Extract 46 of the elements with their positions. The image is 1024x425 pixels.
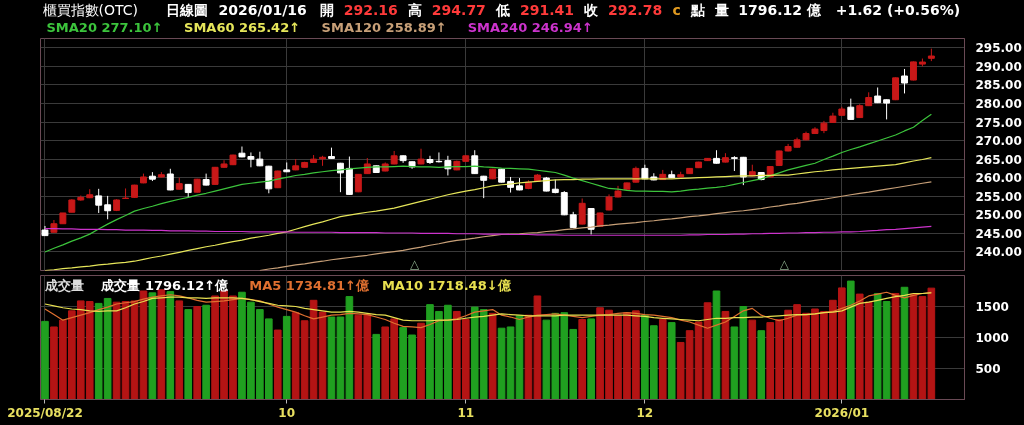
y-tick-label: 500 [975, 362, 1001, 376]
chart-title: 成交量 [43, 278, 84, 293]
text: 292.16 [343, 1, 398, 18]
text: 291.41 [519, 1, 575, 18]
x-tick-label: 11 [457, 405, 475, 420]
series-label: MA5 1734.81↑億 [249, 278, 370, 293]
text: 點 [689, 1, 705, 18]
y-tick-label: 250.00 [975, 208, 1022, 223]
text: 294.77 [431, 1, 486, 18]
y-tick-label: 295.00 [975, 41, 1022, 56]
text: 日線圖 [165, 1, 208, 18]
text: 收 [584, 1, 600, 18]
y-tick-label: 265.00 [975, 152, 1022, 167]
text: SMA240 246.94↑ [467, 20, 593, 35]
chart-title: 櫃買指數(OTC) [42, 1, 138, 18]
y-tick-label: 260.00 [975, 171, 1022, 186]
text: 2026/01/16 [218, 1, 307, 18]
x-tick-label: 2026/01 [814, 405, 870, 420]
y-tick-label: 240.00 [975, 245, 1022, 260]
text: c [672, 1, 681, 18]
text: 低 [495, 1, 511, 18]
x-tick-label: 2025/08/22 [7, 405, 83, 420]
text: 開 [320, 1, 334, 18]
annotation: △ [410, 256, 421, 271]
annotation: △ [779, 256, 790, 271]
y-tick-label: 275.00 [975, 115, 1022, 130]
text: 292.78 [608, 1, 663, 18]
series-label: MA10 1718.48↓億 [381, 278, 512, 293]
text: SMA120 258.89↑ [321, 20, 447, 35]
y-tick-label: 285.00 [975, 78, 1022, 93]
x-tick-label: 10 [278, 405, 296, 420]
text: 量 [713, 1, 729, 18]
text: 高 [408, 1, 423, 18]
x-tick-label: 12 [636, 405, 654, 420]
y-tick-label: 270.00 [975, 134, 1022, 149]
text: SMA60 265.42↑ [184, 20, 301, 35]
y-tick-label: 290.00 [975, 59, 1022, 74]
text: SMA20 277.10↑ [46, 20, 163, 35]
y-tick-label: 255.00 [975, 189, 1022, 204]
series-label: 成交量 1796.12↑億 [100, 278, 230, 293]
text: 1796.12 億 [738, 1, 822, 18]
y-tick-label: 1500 [975, 300, 1009, 314]
y-tick-label: 280.00 [975, 96, 1022, 111]
text: +1.62 (+0.56%) [835, 1, 961, 18]
y-tick-label: 245.00 [975, 226, 1022, 241]
y-tick-label: 1000 [975, 331, 1009, 345]
